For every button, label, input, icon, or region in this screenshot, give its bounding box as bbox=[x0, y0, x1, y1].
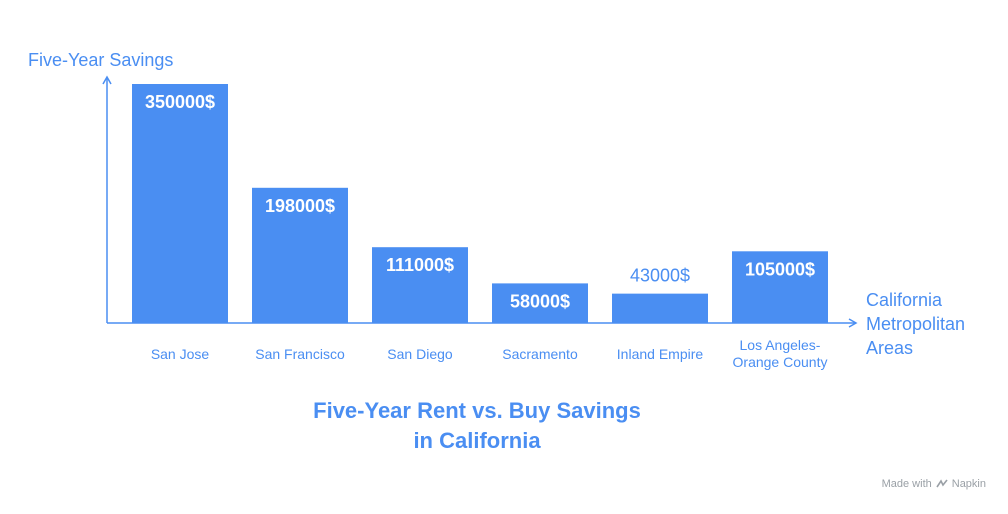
x-tick-label: San Francisco bbox=[255, 346, 345, 362]
bar-value-label: 105000$ bbox=[745, 259, 815, 279]
x-axis-arrow-icon bbox=[848, 318, 858, 328]
bar bbox=[252, 187, 348, 323]
x-axis-title: California Metropolitan Areas bbox=[866, 288, 1006, 360]
bar-value-label: 198000$ bbox=[265, 196, 335, 216]
napkin-logo-icon bbox=[936, 479, 948, 488]
x-tick-label: San Diego bbox=[387, 346, 453, 362]
chart-title-line: in California bbox=[413, 428, 541, 453]
x-axis-title-line: California bbox=[866, 290, 943, 310]
x-tick-label: Sacramento bbox=[502, 346, 578, 362]
x-axis-title-line: Areas bbox=[866, 338, 914, 358]
y-axis-title: Five-Year Savings bbox=[28, 50, 174, 70]
footer-credit: Made with Napkin bbox=[882, 478, 986, 490]
chart-title-line: Five-Year Rent vs. Buy Savings bbox=[313, 398, 641, 423]
brand-label: Napkin bbox=[951, 478, 986, 490]
bar bbox=[612, 293, 708, 323]
bar-value-label: 43000$ bbox=[630, 266, 690, 286]
bar bbox=[132, 84, 228, 323]
x-tick-label: Orange County bbox=[733, 354, 828, 370]
y-axis-arrow-icon bbox=[102, 75, 112, 85]
x-tick-label: Los Angeles- bbox=[740, 337, 821, 353]
bar-value-label: 58000$ bbox=[510, 291, 570, 311]
x-axis-title-line: Metropolitan bbox=[866, 314, 966, 334]
bar-value-label: 350000$ bbox=[145, 92, 215, 112]
made-with-label: Made with bbox=[881, 478, 932, 490]
bar bbox=[732, 251, 828, 323]
chart-title: Five-Year Rent vs. Buy Savings in Califo… bbox=[254, 396, 700, 456]
x-tick-label: San Jose bbox=[151, 346, 210, 362]
bar bbox=[492, 283, 588, 323]
bar bbox=[372, 247, 468, 323]
x-tick-label: Inland Empire bbox=[617, 346, 704, 362]
bar-value-label: 111000$ bbox=[386, 255, 454, 275]
